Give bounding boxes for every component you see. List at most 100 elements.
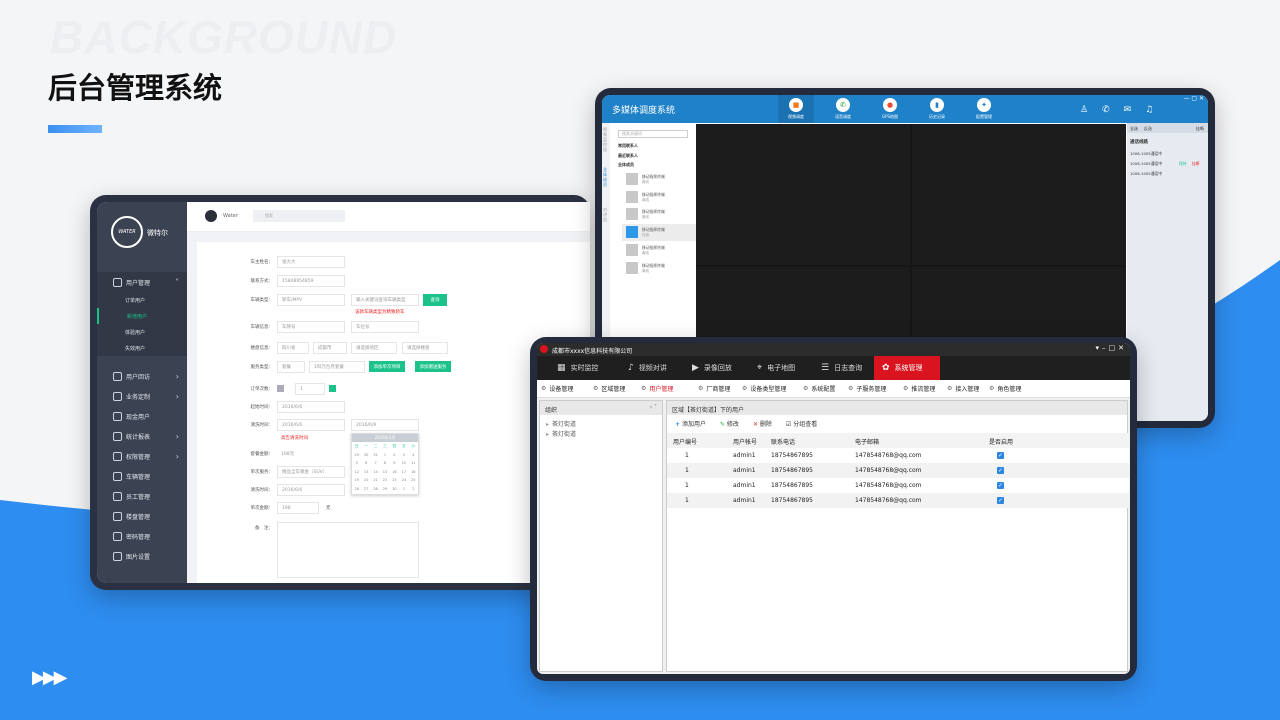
single-amount-input[interactable]: 198	[277, 502, 319, 514]
media-tab[interactable]: ● GPS地图	[872, 95, 908, 123]
vertical-tab[interactable]: 全体成员	[603, 167, 607, 187]
package-select[interactable]: 1科元包月套餐	[309, 361, 365, 373]
nav-tab[interactable]: ▦ 实时监控	[549, 356, 607, 380]
vehicle-type-search[interactable]: 输入关键词查询车辆类型	[351, 294, 419, 306]
table-row[interactable]: 1 admin1 18754867895 1478548768@qq.com ✓	[667, 493, 1129, 508]
media-tab[interactable]: ■ 视频调度	[778, 95, 814, 123]
toolbar-item[interactable]: ⚙ 用户管理	[641, 384, 673, 393]
submenu-item[interactable]: 失效用户	[97, 340, 187, 356]
calendar-day[interactable]: 29	[354, 452, 359, 457]
group-item[interactable]: 全体成员	[618, 162, 634, 167]
calendar-day[interactable]: 27	[363, 486, 369, 491]
calendar-day[interactable]: 26	[354, 486, 359, 491]
media-tab[interactable]: ✆ 语音调度	[825, 95, 861, 123]
sidebar-item[interactable]: 权限管理 ›	[97, 446, 187, 466]
sidebar-item[interactable]: 用户管理 ˅	[97, 272, 187, 292]
toolbar-item[interactable]: ⚙ 系统配置	[803, 384, 835, 393]
media-tab[interactable]: ✦ 配置管理	[966, 95, 1002, 123]
service-select[interactable]: 套餐	[277, 361, 305, 373]
select-all-button[interactable]: 全选	[1130, 126, 1138, 131]
calendar-day[interactable]: 1	[402, 486, 405, 491]
search-input[interactable]: 搜索	[253, 210, 345, 222]
nav-tab[interactable]: ⌖ 电子地图	[749, 356, 803, 380]
calendar-day[interactable]: 5	[355, 461, 358, 465]
calendar-day[interactable]: 20	[363, 478, 369, 482]
group-item[interactable]: 最近联系人	[618, 152, 638, 158]
calendar-day[interactable]: 6	[365, 461, 368, 465]
spot-input[interactable]: 车位号	[351, 321, 419, 333]
calendar-day[interactable]: 30	[392, 486, 397, 491]
nav-tab[interactable]: ♪ 视频对讲	[620, 356, 675, 380]
toolbar-item[interactable]: ⚙ 厂商管理	[698, 384, 730, 393]
toolbar-item[interactable]: ⚙ 区域管理	[593, 384, 625, 393]
calendar-day[interactable]: 3	[402, 452, 405, 457]
calendar-day[interactable]: 14	[373, 469, 378, 474]
submenu-item[interactable]: 新增用户	[97, 308, 187, 324]
toolbar-item[interactable]: ⚙ 设备管理	[541, 384, 573, 393]
calendar-day[interactable]: 9	[393, 461, 396, 465]
count-input[interactable]: 1	[295, 383, 325, 395]
single-service-select[interactable]: 精品全车镀金（SUV）	[277, 466, 345, 478]
call-item[interactable]: 1006-1005通话中	[1130, 151, 1206, 157]
call-item[interactable]: 1006-1005通话中 保持 挂断	[1130, 161, 1206, 167]
nav-tab[interactable]: ✿ 系统管理	[874, 356, 940, 380]
calendar-day[interactable]: 25	[411, 478, 416, 482]
toolbar-item[interactable]: ⚙ 推流管理	[903, 384, 935, 393]
avatar[interactable]	[205, 210, 217, 222]
member-item[interactable]: 移动指挥终端 离线	[622, 260, 696, 277]
edit-button[interactable]: ✎ 修改	[719, 421, 739, 428]
vertical-tab[interactable]: 视频监控组	[603, 127, 607, 152]
calendar-day[interactable]: 8	[383, 461, 387, 465]
group-item[interactable]: 常用联系人	[618, 143, 638, 148]
mail-icon[interactable]: ✉	[1123, 105, 1146, 115]
member-item[interactable]: 移动指挥终端 离线	[622, 242, 696, 259]
sidebar-item[interactable]: 密码管理	[97, 526, 187, 546]
member-item[interactable]: 移动指挥终端 在线	[622, 224, 696, 242]
delete-button[interactable]: ✕ 删除	[752, 421, 772, 428]
toolbar-item[interactable]: ⚙ 设备类型管理	[742, 384, 786, 393]
group-view-checkbox[interactable]: ☑ 分组查看	[785, 421, 818, 428]
plus-button[interactable]	[329, 385, 336, 392]
calendar-day[interactable]: 17	[401, 469, 407, 474]
add-once-button[interactable]: 添加单次项目	[369, 361, 405, 372]
estate-select[interactable]: 请选择楼盘	[402, 342, 448, 354]
calendar-day[interactable]: 4	[412, 452, 415, 457]
table-row[interactable]: 1 admin1 18754867895 1478548768@qq.com ✓	[667, 478, 1129, 493]
sidebar-item[interactable]: 车辆管理	[97, 466, 187, 486]
submenu-item[interactable]: 体验用户	[97, 324, 187, 340]
toolbar-item[interactable]: ⚙ 接入管理	[947, 384, 979, 393]
sidebar-item[interactable]: 楼盘管理	[97, 506, 187, 526]
sidebar-item[interactable]: 业务定制 ›	[97, 386, 187, 406]
add-user-button[interactable]: + 添加用户	[675, 421, 706, 428]
calendar-day[interactable]: 7	[374, 461, 377, 465]
calendar-day[interactable]: 22	[382, 478, 388, 482]
calendar-day[interactable]: 30	[363, 452, 369, 457]
vehicle-type-select[interactable]: 轿车/MPV	[277, 294, 345, 306]
calendar-day[interactable]: 12	[354, 469, 359, 474]
calendar-day[interactable]: 11	[411, 461, 416, 465]
window-controls[interactable]: — ▢ ✕	[1183, 95, 1204, 102]
calendar-day[interactable]: 10	[401, 461, 407, 465]
add-gift-button[interactable]: 添加赠送服务	[415, 361, 451, 372]
owner-name-input[interactable]: 张大大	[277, 256, 345, 268]
hold-button[interactable]: 保持	[1179, 161, 1187, 166]
calendar-day[interactable]: 2	[412, 486, 415, 491]
tree-node[interactable]: ▸ 茶灯街道	[546, 430, 576, 440]
phone-icon[interactable]: ✆	[1102, 105, 1124, 115]
calendar-day[interactable]: 18	[411, 469, 416, 474]
nav-tab[interactable]: ☰ 日志查询	[813, 356, 870, 380]
calendar-day[interactable]: 21	[373, 478, 378, 482]
member-item[interactable]: 移动指挥终端 离线	[622, 206, 696, 223]
calendar-day[interactable]: 16	[392, 469, 397, 474]
calendar-day[interactable]: 31	[373, 452, 378, 457]
phone-input[interactable]: 15848954859	[277, 275, 345, 287]
province-select[interactable]: 四川省	[277, 342, 309, 354]
start-date-input[interactable]: 2016/6/6	[277, 401, 345, 413]
calendar-day[interactable]: 24	[401, 478, 407, 482]
date-picker[interactable]: 2016年3月日一二三四五六 29 30 31 1 2 3 4 5 6 7 8 9 10 11 12 13 14 1…	[351, 433, 419, 495]
note-textarea[interactable]	[277, 522, 419, 578]
calendar-day[interactable]: 29	[382, 486, 388, 491]
nav-tab[interactable]: ▶ 录像回放	[684, 356, 740, 380]
calendar-day[interactable]: 23	[392, 478, 397, 482]
wash-start-input[interactable]: 2016/6/6	[277, 419, 345, 431]
